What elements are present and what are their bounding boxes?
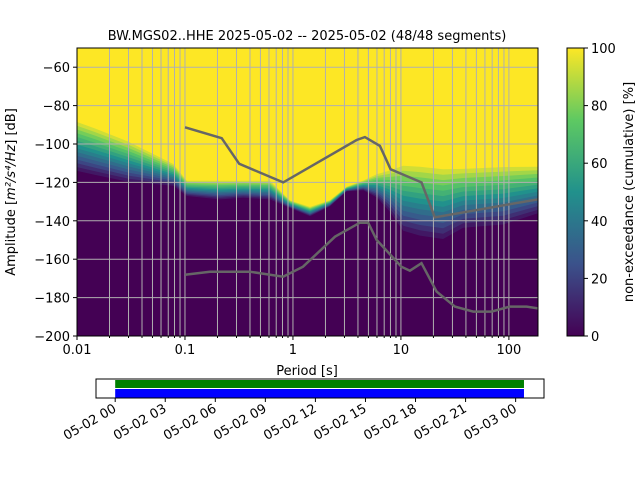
noise-models [184, 126, 538, 313]
x-tick-label: 1 [289, 343, 297, 358]
x-axis-label: Period [s] [276, 364, 338, 379]
colorbar-tick-label: 40 [591, 215, 608, 230]
colorbar-tick-label: 20 [591, 272, 608, 287]
colorbar-tick-label: 60 [591, 157, 608, 172]
y-label-prefix: Amplitude [ [4, 200, 19, 276]
plot-frame [76, 47, 539, 337]
timeline-tick-label: 05-02 18 [361, 401, 419, 443]
y-tick-label: −80 [43, 100, 70, 115]
y-axis-label: Amplitude [m²/s⁴/Hz] [dB] [4, 108, 19, 276]
heatmap-band [77, 48, 538, 207]
colorbar-tick-label: 80 [591, 100, 608, 115]
y-tick-label: −180 [34, 292, 70, 307]
colorbar-tick-label: 100 [591, 42, 616, 57]
y-tick-label: −200 [34, 330, 70, 345]
timeline-tick-label: 05-02 09 [211, 401, 269, 443]
y-label-suffix: ] [dB] [4, 108, 19, 145]
y-tick-label: −100 [34, 138, 70, 153]
noise-model-nhnm [184, 126, 538, 219]
plot-area [77, 48, 538, 336]
timeline-tick-label: 05-02 15 [311, 401, 369, 443]
coverage-bar-data [115, 380, 524, 388]
noise-model-nlnm [184, 221, 538, 313]
timeline-tick-label: 05-03 00 [462, 401, 520, 443]
grid [77, 48, 538, 336]
x-tick-label: 10 [393, 343, 410, 358]
timeline-frame [95, 378, 545, 399]
timeline-tick-label: 05-02 00 [61, 401, 119, 443]
y-axis: −60 −80 −100 −120 −140 −160 −180 −200 [34, 61, 77, 345]
y-tick-label: −120 [34, 176, 70, 191]
timeline-tick-label: 05-02 03 [111, 401, 169, 443]
x-tick-label: 0.1 [175, 343, 196, 358]
colorbar [566, 47, 585, 337]
y-tick-label: −60 [43, 61, 70, 76]
x-tick-label: 0.01 [63, 343, 92, 358]
chart-title: BW.MGS02..HHE 2025-05-02 -- 2025-05-02 (… [108, 29, 507, 44]
colorbar-tick-label: 0 [591, 330, 599, 345]
timeline-tick-label: 05-02 12 [261, 401, 319, 443]
colorbar-label: non-exceedance (cumulative) [%] [622, 82, 637, 302]
timeline-tick-label: 05-02 06 [161, 401, 219, 443]
x-axis: 0.01 0.1 1 10 100 [63, 336, 521, 358]
timeline-tick-label: 05-02 21 [411, 401, 469, 443]
colorbar-axis: 0 20 40 60 80 100 [584, 42, 616, 345]
y-tick-label: −140 [34, 215, 70, 230]
coverage-bar-used [115, 389, 524, 398]
y-tick-label: −160 [34, 253, 70, 268]
x-tick-label: 100 [496, 343, 521, 358]
y-label-units: m²/s⁴/Hz [4, 144, 19, 200]
